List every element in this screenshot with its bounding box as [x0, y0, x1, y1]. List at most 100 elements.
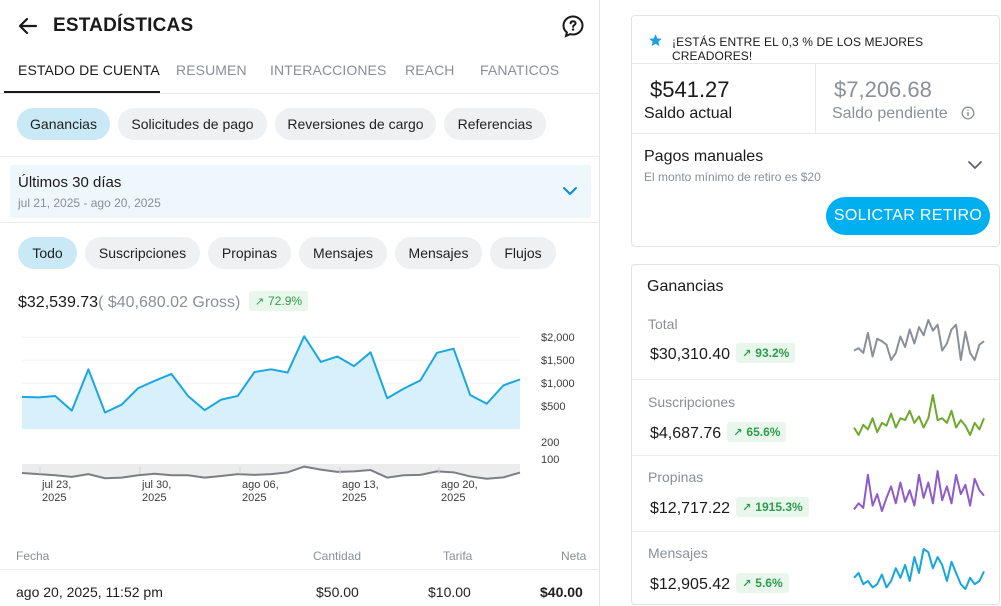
- series-line-secondary: [21, 465, 521, 480]
- x-tick-label: 2025: [42, 492, 66, 504]
- col-amount: Cantidad: [313, 549, 362, 563]
- current-balance-label: Saldo actual: [644, 105, 733, 122]
- x-tick-label: ago 20,: [441, 479, 478, 491]
- row-fee: $10.00: [428, 584, 471, 600]
- x-tick-label: 2025: [142, 492, 166, 504]
- y-tick-label: $500: [541, 401, 565, 413]
- earnings-row-label: Total: [648, 316, 678, 332]
- sparkline-tips: [853, 470, 985, 512]
- table-row[interactable]: ago 20, 2025, 11:52 pm $50.00 $10.00 $40…: [0, 569, 600, 606]
- date-range-selector[interactable]: Últimos 30 días jul 21, 2025 - ago 20, 2…: [10, 165, 591, 218]
- earnings-row-label: Propinas: [648, 469, 704, 485]
- arrow-up-right-icon: ↗: [742, 578, 752, 590]
- current-balance: $541.27 Saldo actual: [632, 64, 816, 134]
- balance-card: ¡ESTÁS ENTRE EL 0,3 % DE LOS MEJORES CRE…: [631, 15, 1000, 247]
- info-icon[interactable]: [961, 106, 975, 120]
- col-fee: Tarifa: [443, 549, 473, 563]
- x-tick-label: ago 13,: [342, 479, 379, 491]
- y-tick-label: $2,000: [541, 332, 575, 344]
- section-divider: [0, 222, 600, 223]
- row-date: ago 20, 2025, 11:52 pm: [16, 584, 163, 600]
- earnings-row-value: $4,687.76 ↗ 65.6%: [650, 422, 787, 443]
- earnings-row-value: $12,905.42 ↗ 5.6%: [650, 573, 789, 594]
- col-date: Fecha: [16, 549, 50, 563]
- col-net: Neta: [561, 549, 587, 563]
- change-badge: ↗ 5.6%: [736, 573, 789, 593]
- sparkline-messages: [853, 548, 985, 590]
- manual-payouts-title: Pagos manuales: [644, 148, 764, 165]
- sparkline-total: [853, 319, 985, 361]
- y2-tick-label: 100: [541, 454, 559, 466]
- gross-amount: ( $40,680.02 Gross): [98, 294, 241, 311]
- star-icon: [649, 34, 662, 47]
- filter-chargebacks[interactable]: Reversiones de cargo: [275, 108, 436, 140]
- filter-payout-requests[interactable]: Solicitudes de pago: [118, 108, 267, 140]
- earnings-row-messages[interactable]: Mensajes $12,905.42 ↗ 5.6%: [632, 531, 999, 605]
- earnings-row-value: $30,310.40 ↗ 93.2%: [650, 343, 796, 364]
- row-amount: $50.00: [316, 584, 359, 600]
- top-bar: ESTADÍSTICAS: [0, 0, 600, 52]
- series-line-total: [21, 335, 521, 414]
- filter-subscriptions[interactable]: Suscripciones: [85, 237, 200, 269]
- top-creator-banner: ¡ESTÁS ENTRE EL 0,3 % DE LOS MEJORES CRE…: [632, 16, 999, 64]
- pending-balance-amount: $7,206.68: [834, 77, 932, 102]
- filter-all[interactable]: Todo: [18, 237, 77, 269]
- pending-balance: $7,206.68 Saldo pendiente: [816, 64, 999, 134]
- pending-balance-label: Saldo pendiente: [832, 105, 948, 122]
- x-tick-label: jul 30,: [141, 479, 171, 491]
- x-tick-label: ago 06,: [242, 479, 279, 491]
- manual-payouts-subtitle: El monto mínimo de retiro es $20: [644, 170, 821, 184]
- request-withdrawal-button[interactable]: SOLICTAR RETIRO: [826, 197, 990, 235]
- series-area-fill: [22, 336, 520, 429]
- earnings-row-tips[interactable]: Propinas $12,717.22 ↗ 1915.3%: [632, 455, 999, 531]
- earnings-row-subscriptions[interactable]: Suscripciones $4,687.76 ↗ 65.6%: [632, 379, 999, 455]
- filter-flows[interactable]: Flujos: [490, 237, 556, 269]
- x-tick-label: 2025: [242, 492, 266, 504]
- change-badge: ↗ 65.6%: [727, 422, 787, 442]
- filter-tips[interactable]: Propinas: [208, 237, 291, 269]
- tab-account-statement[interactable]: ESTADO DE CUENTA: [18, 62, 160, 78]
- tab-fans[interactable]: FANATICOS: [480, 62, 560, 78]
- chevron-down-icon: [563, 187, 577, 195]
- help-icon[interactable]: [561, 14, 585, 38]
- filter-referrals[interactable]: Referencias: [444, 108, 546, 140]
- sparkline-path: [853, 470, 985, 512]
- table-header: Fecha Cantidad Tarifa Neta: [0, 547, 600, 569]
- change-badge: ↗ 93.2%: [736, 343, 796, 363]
- active-tab-indicator: [4, 91, 160, 93]
- page-title: ESTADÍSTICAS: [53, 15, 194, 36]
- series-area-fill-secondary: [22, 464, 520, 479]
- filter-messages[interactable]: Mensajes: [299, 237, 387, 269]
- filter-messages-2[interactable]: Mensajes: [395, 237, 482, 269]
- current-balance-amount: $541.27: [650, 77, 730, 102]
- sparkline-path: [853, 394, 985, 436]
- sparkline-path: [853, 548, 985, 590]
- tab-interactions[interactable]: INTERACCIONES: [270, 62, 387, 78]
- earnings-card-title: Ganancias: [647, 278, 724, 295]
- date-range-dates: jul 21, 2025 - ago 20, 2025: [18, 196, 161, 210]
- x-tick-label: jul 23,: [41, 479, 71, 491]
- net-total: $32,539.73( $40,680.02 Gross) ↗ 72.9%: [18, 291, 309, 312]
- sparkline-subscriptions: [853, 394, 985, 436]
- earnings-row-total[interactable]: Total $30,310.40 ↗ 93.2%: [632, 303, 999, 379]
- earnings-row-label: Suscripciones: [648, 394, 736, 410]
- section-divider: [0, 156, 600, 157]
- filter-earnings[interactable]: Ganancias: [17, 108, 110, 140]
- date-range-title: Últimos 30 días: [18, 174, 122, 191]
- statistics-panel: ESTADÍSTICAS ESTADO DE CUENTA RESUMEN IN…: [0, 0, 600, 606]
- y2-tick-label: 200: [541, 437, 559, 449]
- earnings-row-label: Mensajes: [648, 545, 708, 561]
- change-badge: ↗ 1915.3%: [736, 497, 809, 517]
- change-badge: ↗ 72.9%: [248, 291, 309, 311]
- tab-summary[interactable]: RESUMEN: [176, 62, 247, 78]
- back-arrow-icon[interactable]: [16, 14, 40, 38]
- chevron-down-icon[interactable]: [966, 156, 984, 174]
- earnings-card: Ganancias Total $30,310.40 ↗ 93.2% Suscrip…: [631, 264, 1000, 605]
- earnings-row-value: $12,717.22 ↗ 1915.3%: [650, 497, 809, 518]
- sparkline-path: [853, 319, 985, 361]
- arrow-up-right-icon: ↗: [254, 296, 265, 308]
- tab-reach[interactable]: REACH: [405, 62, 455, 78]
- y-tick-label: $1,000: [541, 378, 575, 390]
- net-amount: $32,539.73: [18, 294, 99, 311]
